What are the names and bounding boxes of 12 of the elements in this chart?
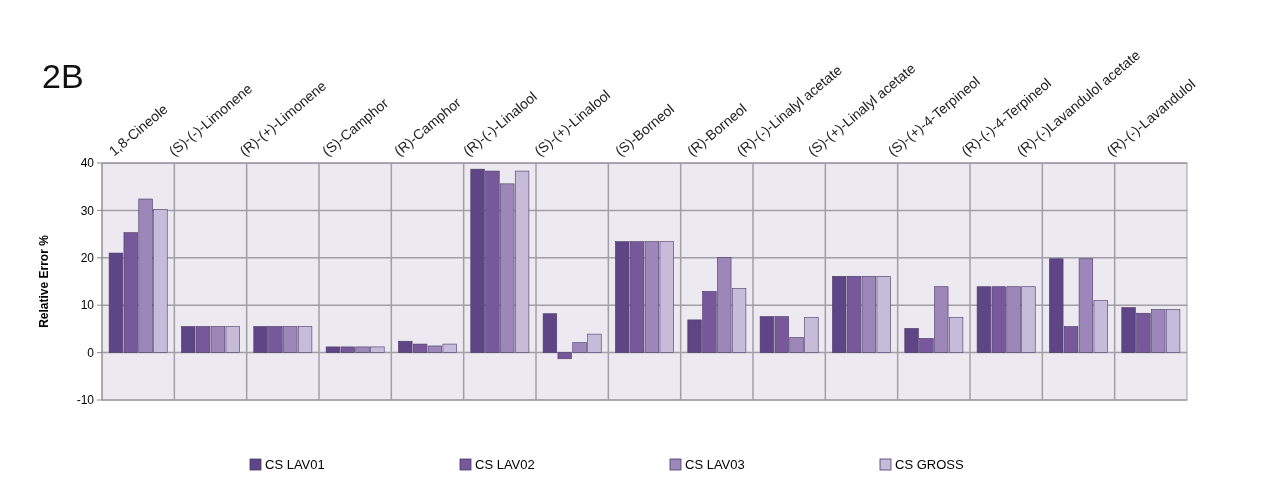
y-tick-label: 0 — [87, 345, 95, 360]
y-tick-label: -10 — [76, 393, 95, 408]
y-tick-label: 40 — [80, 156, 95, 171]
y-axis-title: Relative Error % — [37, 234, 51, 328]
legend-label: CS GROSS — [895, 457, 964, 472]
y-tick-label: 10 — [80, 298, 95, 313]
legend-label: CS LAV02 — [475, 457, 535, 472]
legend-label: CS LAV03 — [685, 457, 745, 472]
chart-title: 2B — [42, 57, 84, 95]
y-tick-label: 30 — [80, 203, 95, 218]
y-tick-label: 20 — [80, 251, 95, 265]
legend-label: CS LAV01 — [265, 457, 325, 472]
